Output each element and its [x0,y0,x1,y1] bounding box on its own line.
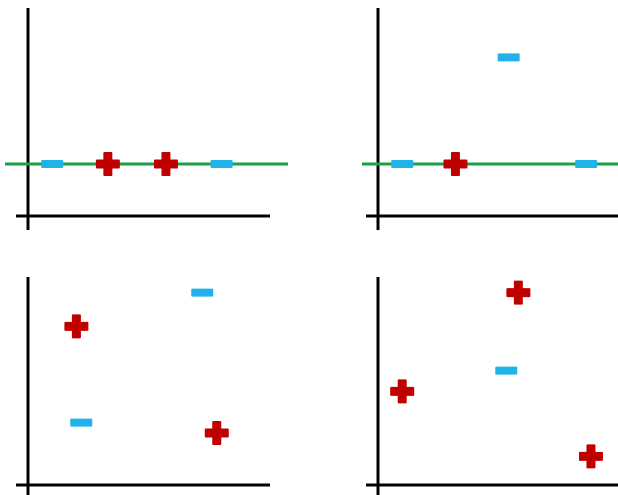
panel-bottom-left [16,277,270,495]
plus-marker [506,280,531,305]
minus-marker [575,160,598,168]
plus-marker [95,152,120,176]
panel-top-left [5,8,288,230]
panel-top-right [362,8,618,230]
plus-marker [443,152,468,176]
panel-bottom-right [366,277,618,495]
plus-marker [64,314,89,339]
plus-marker [390,379,415,404]
minus-marker [210,160,233,168]
minus-marker [70,418,93,427]
plus-marker [578,444,603,469]
minus-marker [41,160,64,168]
minus-marker [191,288,214,297]
plus-marker [204,421,229,445]
minus-marker [391,160,414,168]
minus-marker [497,53,520,62]
plus-marker [153,152,178,176]
minus-marker [495,366,518,375]
